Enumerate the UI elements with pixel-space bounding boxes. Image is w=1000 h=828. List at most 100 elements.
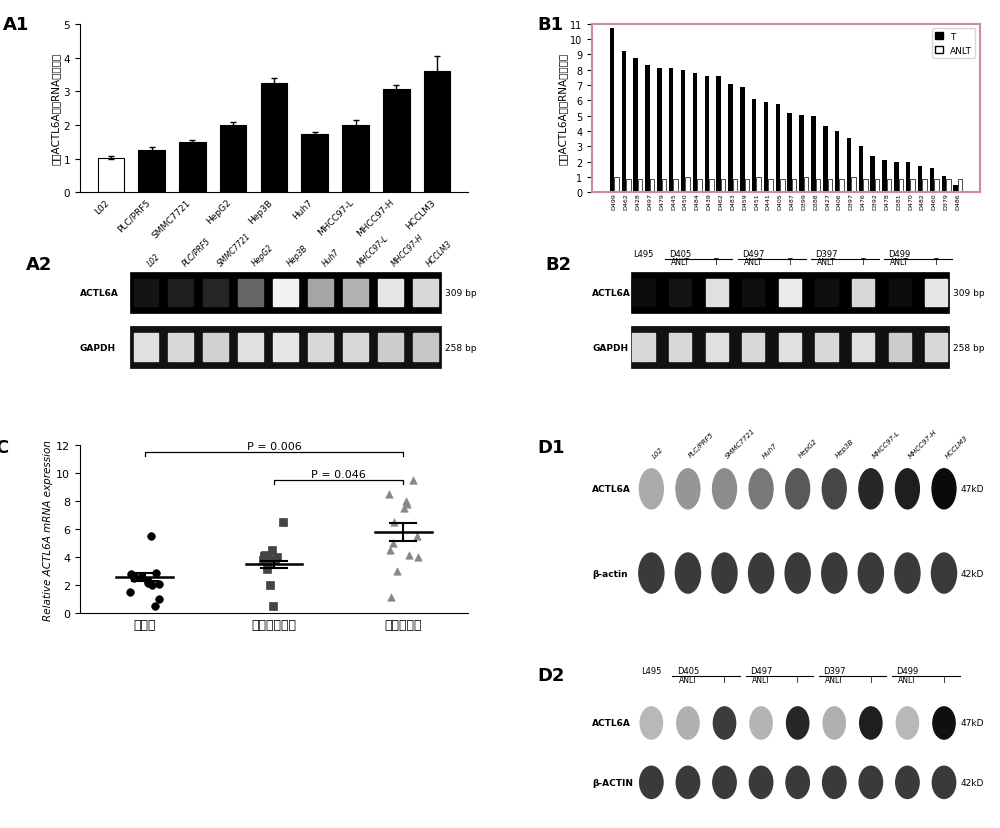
Point [148, 566, 164, 580]
Point [257, 548, 273, 561]
Text: C: C [0, 439, 8, 457]
Point [386, 516, 402, 529]
Point [140, 575, 156, 588]
Ellipse shape [822, 469, 846, 509]
Text: MHCC97-H: MHCC97-H [390, 233, 426, 268]
Text: MHCC97-L: MHCC97-L [871, 429, 901, 459]
Text: D405: D405 [669, 250, 691, 259]
Bar [424, 72, 450, 193]
Text: D405: D405 [677, 667, 699, 675]
Bar [681, 70, 685, 193]
Bar [852, 280, 874, 306]
Ellipse shape [823, 707, 845, 739]
Bar [925, 280, 947, 306]
Bar [847, 139, 851, 193]
Bar [626, 180, 631, 193]
Bar [273, 334, 298, 362]
Bar [168, 280, 193, 306]
Point [409, 530, 425, 543]
Text: ACTL6A: ACTL6A [592, 484, 631, 493]
Text: T: T [861, 258, 865, 267]
Point [122, 586, 138, 599]
Bar [925, 334, 947, 362]
Ellipse shape [640, 767, 663, 798]
Ellipse shape [860, 707, 882, 739]
Text: D497: D497 [750, 667, 772, 675]
Ellipse shape [639, 553, 664, 594]
Bar [875, 181, 879, 193]
Bar [168, 334, 193, 362]
Bar [130, 327, 441, 368]
Bar [632, 334, 655, 362]
Bar [98, 158, 124, 193]
Bar [942, 177, 946, 193]
Text: T: T [788, 258, 792, 267]
Text: P = 0.006: P = 0.006 [247, 441, 301, 451]
Point [383, 590, 399, 604]
Bar [859, 147, 863, 193]
Bar [662, 180, 666, 193]
Point [255, 554, 271, 567]
Bar [645, 66, 650, 193]
Ellipse shape [859, 469, 883, 509]
Text: ANLT: ANLT [678, 675, 697, 684]
Text: HepG2: HepG2 [251, 243, 276, 268]
Bar [870, 157, 875, 193]
Point [264, 544, 280, 557]
Point [265, 600, 281, 614]
Bar [811, 117, 816, 193]
Bar [742, 334, 764, 362]
Ellipse shape [896, 767, 919, 798]
Bar [768, 181, 773, 193]
Ellipse shape [749, 553, 774, 594]
Ellipse shape [896, 707, 919, 739]
Point [396, 502, 412, 515]
Point [147, 600, 163, 614]
Bar [816, 180, 820, 193]
Text: ANLT: ANLT [825, 675, 844, 684]
Text: D499: D499 [889, 250, 911, 259]
Text: L495: L495 [641, 667, 662, 675]
Point [269, 551, 285, 564]
Bar [828, 181, 832, 193]
Bar [745, 181, 749, 193]
Bar [716, 77, 721, 193]
Point [260, 551, 276, 564]
Bar [815, 334, 838, 362]
Point [405, 474, 421, 487]
Ellipse shape [676, 469, 700, 509]
Ellipse shape [640, 707, 662, 739]
Bar [787, 113, 792, 193]
Bar [273, 280, 298, 306]
Bar [756, 178, 761, 193]
Text: GAPDH: GAPDH [80, 344, 116, 352]
Text: SMMC7721: SMMC7721 [216, 231, 253, 268]
Text: HCCLM3: HCCLM3 [944, 434, 969, 459]
Bar [693, 74, 697, 193]
Bar [203, 334, 228, 362]
Ellipse shape [676, 767, 700, 798]
Text: L495: L495 [633, 250, 654, 259]
Point [151, 578, 167, 591]
Bar [930, 169, 934, 193]
Y-axis label: 相对ACTL6A倍住RNA表达水平: 相对ACTL6A倍住RNA表达水平 [557, 53, 567, 165]
Bar [238, 280, 263, 306]
Ellipse shape [785, 553, 810, 594]
Legend: T, ANLT: T, ANLT [932, 29, 975, 59]
Bar [383, 89, 410, 193]
Text: ANLT: ANLT [890, 258, 909, 267]
Bar [709, 181, 714, 193]
Ellipse shape [786, 469, 810, 509]
Bar [706, 280, 728, 306]
Bar [780, 180, 785, 193]
Bar [910, 180, 915, 193]
Text: ANLT: ANLT [817, 258, 836, 267]
Bar [776, 105, 780, 193]
Bar [882, 161, 887, 193]
Bar [721, 180, 725, 193]
Bar [622, 52, 626, 193]
Bar [203, 280, 228, 306]
Point [389, 565, 405, 578]
Text: 258 bp: 258 bp [953, 344, 984, 352]
Text: ANLT: ANLT [898, 675, 917, 684]
